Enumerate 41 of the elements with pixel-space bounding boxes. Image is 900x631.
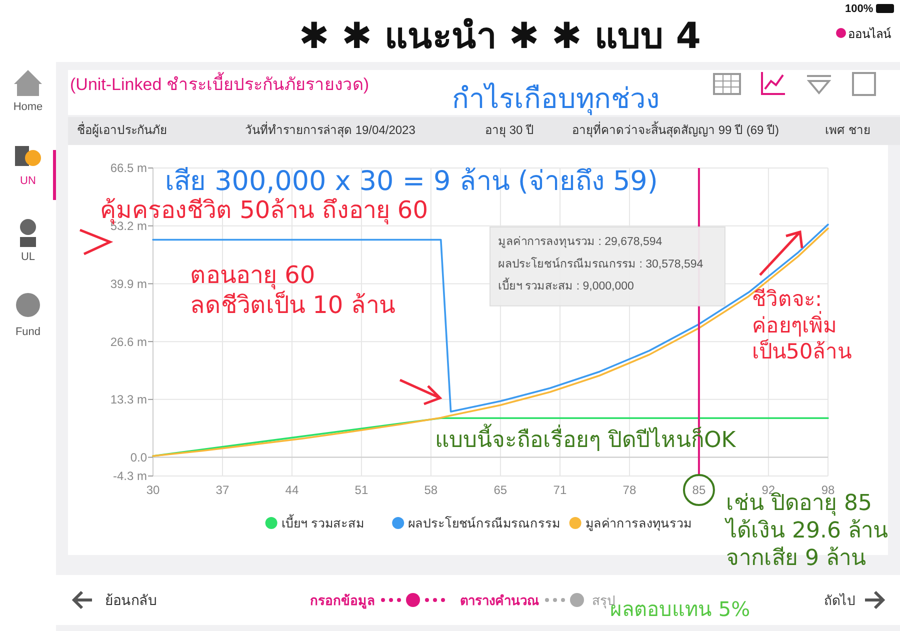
chart-title: (Unit-Linked ชำระเบี้ยประกันภัยรายงวด) [70,72,370,94]
x-tick-label: 51 [354,483,368,497]
text: 100% [845,3,874,15]
x-tick-label: 85 [692,483,706,497]
text: UL [20,251,36,263]
text: ออนไลน์ [848,27,891,41]
text: ตารางคำนวณ [460,593,539,608]
annotation: เสีย 300,000 x 30 = 9 ล้าน (จ่ายถึง 59) [165,166,658,197]
text: UN [20,175,36,187]
x-tick-label: 78 [622,483,636,497]
annotation: ตอนอายุ 60 ลดชีวิตเป็น 10 ล้าน [190,261,395,319]
legend-label: มูลค่าการลงทุนรวม [585,516,692,532]
x-tick-label: 65 [494,483,508,497]
text: ✱ ✱ แนะนำ ✱ ✱ แบบ 4 [299,16,701,57]
x-tick-label: 30 [146,483,160,497]
x-tick-label: 98 [821,483,835,497]
text: ชื่อผู้เอาประกันภัย [77,121,167,138]
y-tick-label: -4.3 m [112,469,147,484]
text: เพศ ชาย [825,123,870,137]
text: วันที่ทำรายการล่าสุด 19/04/2023 [245,121,416,138]
annotation: ชีวิตจะ: ค่อยๆเพิ่ม เป็น50ล้าน [752,287,852,364]
x-tick-label: 58 [424,483,438,497]
x-tick-label: 37 [216,483,230,497]
legend-label: ผลประโยชน์กรณีมรณกรรม [408,515,560,530]
text: ถัดไป [824,593,855,608]
y-tick-label: 66.5 m [110,161,147,176]
y-tick-label: 13.3 m [110,392,147,407]
text: Fund [15,326,41,338]
annotation: มูลค่าการลงทุนรวม : 29,678,594 ผลประโยชน์กรณีมรณกรรม : 30,578,594 เบี้ยฯ รวมสะสม : 9,000,000 [498,236,704,293]
text: อายุ 30 ปี [485,123,534,138]
y-tick-label: 0.0 [130,450,148,464]
text: ย้อนกลับ [105,592,157,608]
y-tick-label: 39.9 m [110,276,147,291]
x-tick-label: 44 [285,483,299,497]
text: กรอกข้อมูล [310,593,375,609]
text: Home [13,101,43,113]
x-tick-label: 71 [553,483,567,497]
legend-label: เบี้ยฯ รวมสะสม [281,513,364,530]
y-tick-label: 26.6 m [110,334,147,349]
text: กำไรเกือบทุกช่วง [452,82,660,116]
text: อายุที่คาดว่าจะสิ้นสุดสัญญา 99 ปี (69 ปี) [572,121,780,138]
